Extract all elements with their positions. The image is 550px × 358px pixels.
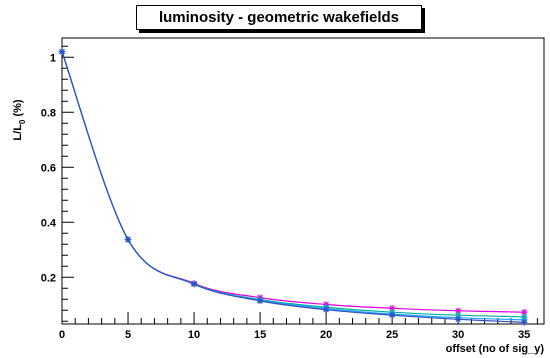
plot-frame [61, 37, 545, 325]
x-tick-label: 10 [188, 329, 200, 341]
series-line-2 [61, 51, 525, 321]
x-tick-label: 30 [452, 329, 464, 341]
data-point-marker [520, 319, 528, 326]
y-tick-label: 0.6 [41, 162, 56, 174]
series-line-1 [61, 51, 525, 318]
chart-title: luminosity - geometric wakefields [158, 9, 400, 26]
series-line-3 [61, 51, 525, 323]
series-line-0 [61, 51, 525, 313]
x-tick-label: 0 [59, 329, 65, 341]
y-tick-label: 0.2 [41, 272, 56, 284]
x-tick-label: 35 [518, 329, 530, 341]
x-tick-label: 20 [320, 329, 332, 341]
x-tick-label: 15 [254, 329, 266, 341]
data-point-marker [454, 316, 462, 323]
x-tick-label: 5 [125, 329, 131, 341]
data-point-marker [388, 312, 396, 319]
data-point-marker [322, 306, 330, 313]
y-tick-label: 0.8 [41, 107, 56, 119]
data-point-marker [190, 280, 198, 288]
data-point-marker [124, 236, 132, 243]
y-tick-label: 0.4 [41, 217, 57, 229]
x-tick-label: 25 [386, 329, 398, 341]
data-point-marker [256, 297, 264, 305]
data-point-marker [58, 48, 66, 55]
chart-title-box: luminosity - geometric wakefields [136, 5, 422, 30]
y-axis-label: L/L0 (%) [12, 99, 27, 140]
y-tick-label: 1 [50, 52, 56, 64]
x-axis-label: offset (no of sig_y) [446, 343, 545, 355]
